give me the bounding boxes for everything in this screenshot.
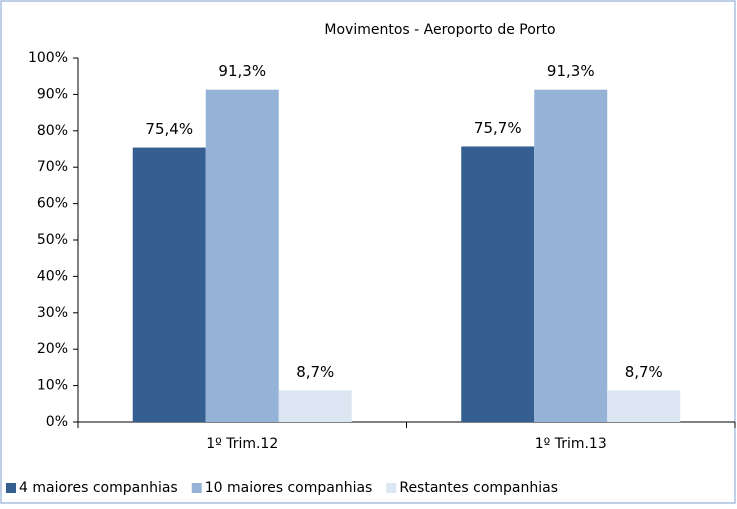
legend-label: 10 maiores companhias (205, 480, 373, 496)
y-tick-label: 0% (46, 414, 68, 430)
y-tick-label: 30% (37, 305, 68, 321)
value-label: 75,4% (145, 120, 193, 138)
y-tick-label: 40% (37, 268, 68, 284)
y-tick-label: 10% (37, 378, 68, 394)
chart-title: Movimentos - Aeroporto de Porto (324, 22, 555, 38)
y-tick-label: 20% (37, 341, 68, 357)
y-tick-label: 60% (37, 196, 68, 212)
legend-swatch (191, 483, 202, 493)
legend-swatch (6, 483, 16, 493)
bar (461, 146, 535, 422)
legend-label: Restantes companhias (399, 480, 558, 496)
bar (132, 147, 206, 422)
bar (205, 89, 279, 422)
value-label: 91,3% (218, 62, 266, 80)
legend-label: 4 maiores companhias (19, 480, 178, 496)
value-label: 75,7% (474, 119, 522, 137)
x-tick-label: 1º Trim.12 (206, 436, 278, 452)
value-label: 8,7% (296, 363, 334, 381)
bar (607, 390, 681, 422)
legend-swatch (386, 483, 397, 493)
bar (534, 89, 608, 422)
y-tick-label: 80% (37, 123, 68, 139)
value-label: 8,7% (625, 363, 663, 381)
y-tick-label: 70% (37, 159, 68, 175)
x-tick-label: 1º Trim.13 (535, 436, 607, 452)
y-tick-label: 100% (28, 50, 68, 66)
value-label: 91,3% (547, 62, 595, 80)
y-tick-label: 50% (37, 232, 68, 248)
bar (278, 390, 352, 422)
y-tick-label: 90% (37, 86, 68, 102)
